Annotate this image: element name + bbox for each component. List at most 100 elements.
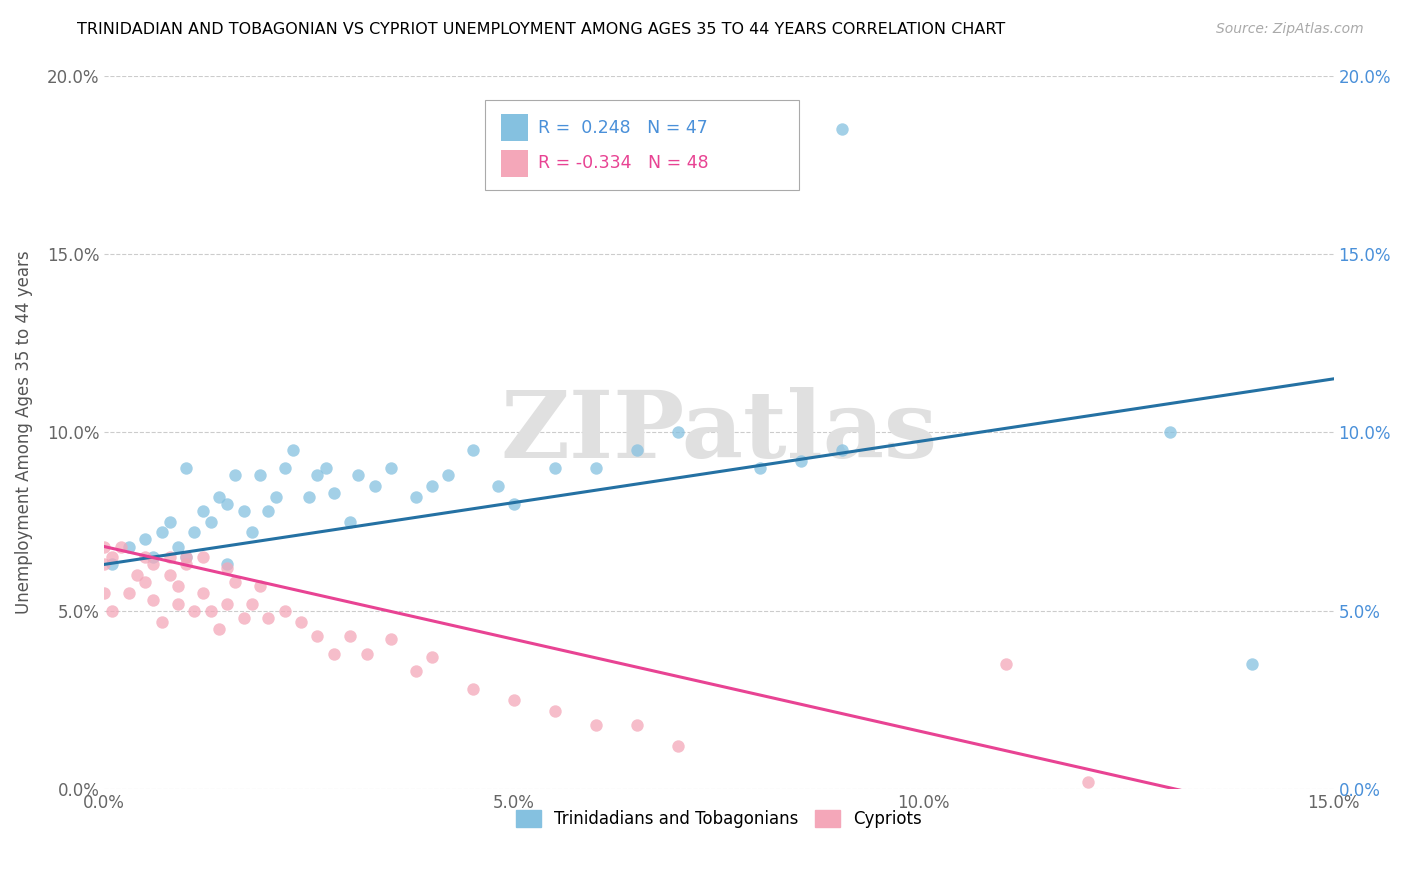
Point — [217, 597, 239, 611]
Point — [200, 604, 222, 618]
Point — [339, 515, 361, 529]
Point — [666, 425, 689, 440]
Point — [585, 718, 607, 732]
Text: ZIPatlas: ZIPatlas — [501, 387, 938, 477]
Point — [831, 122, 853, 136]
Point — [240, 597, 263, 611]
Point — [224, 575, 246, 590]
Point — [380, 632, 402, 647]
Point — [183, 604, 205, 618]
Point — [125, 568, 148, 582]
Point — [298, 490, 321, 504]
Point — [273, 461, 295, 475]
Point — [356, 647, 378, 661]
Point — [167, 540, 190, 554]
Point — [174, 461, 197, 475]
Point — [217, 558, 239, 572]
Point — [461, 682, 484, 697]
Point — [101, 604, 124, 618]
Point — [217, 497, 239, 511]
Point — [150, 615, 173, 629]
Point — [200, 515, 222, 529]
Point — [585, 461, 607, 475]
Point — [93, 558, 115, 572]
Point — [174, 550, 197, 565]
Point — [110, 540, 132, 554]
Point — [322, 647, 344, 661]
Point — [831, 443, 853, 458]
Point — [159, 550, 181, 565]
Point — [461, 443, 484, 458]
Point — [249, 468, 271, 483]
Text: Source: ZipAtlas.com: Source: ZipAtlas.com — [1216, 22, 1364, 37]
Point — [191, 504, 214, 518]
Point — [101, 558, 124, 572]
Point — [307, 629, 329, 643]
Point — [322, 486, 344, 500]
Point — [240, 525, 263, 540]
Point — [486, 479, 509, 493]
Point — [364, 479, 387, 493]
Point — [437, 468, 460, 483]
Point — [748, 461, 770, 475]
Point — [217, 561, 239, 575]
Point — [167, 579, 190, 593]
Point — [339, 629, 361, 643]
Point — [167, 597, 190, 611]
Point — [1240, 657, 1263, 672]
FancyBboxPatch shape — [485, 101, 799, 190]
Point — [307, 468, 329, 483]
Point — [174, 550, 197, 565]
Point — [315, 461, 337, 475]
Point — [544, 461, 567, 475]
Point — [134, 575, 156, 590]
Point — [420, 650, 443, 665]
Point — [174, 558, 197, 572]
Text: R =  0.248   N = 47: R = 0.248 N = 47 — [538, 119, 709, 136]
Point — [232, 504, 254, 518]
Point — [183, 525, 205, 540]
Point — [405, 665, 427, 679]
Point — [347, 468, 370, 483]
Point — [249, 579, 271, 593]
Y-axis label: Unemployment Among Ages 35 to 44 years: Unemployment Among Ages 35 to 44 years — [15, 251, 32, 615]
Point — [1159, 425, 1181, 440]
FancyBboxPatch shape — [502, 114, 529, 141]
Point — [150, 525, 173, 540]
Text: R = -0.334   N = 48: R = -0.334 N = 48 — [538, 154, 709, 172]
Point — [257, 504, 280, 518]
Point — [626, 443, 648, 458]
Point — [1077, 775, 1099, 789]
Point — [994, 657, 1017, 672]
Point — [420, 479, 443, 493]
Point — [142, 558, 165, 572]
Point — [273, 604, 295, 618]
Point — [257, 611, 280, 625]
Point — [142, 593, 165, 607]
Point — [790, 454, 813, 468]
Point — [266, 490, 288, 504]
Point — [93, 586, 115, 600]
Point — [290, 615, 312, 629]
Point — [281, 443, 304, 458]
Point — [159, 515, 181, 529]
Point — [134, 550, 156, 565]
Point — [142, 550, 165, 565]
Point — [101, 550, 124, 565]
Point — [405, 490, 427, 504]
Point — [208, 490, 231, 504]
Point — [93, 540, 115, 554]
Point — [544, 704, 567, 718]
Point — [208, 622, 231, 636]
Point — [134, 533, 156, 547]
Point — [232, 611, 254, 625]
Legend: Trinidadians and Tobagonians, Cypriots: Trinidadians and Tobagonians, Cypriots — [509, 803, 929, 834]
Point — [503, 497, 526, 511]
Point — [626, 718, 648, 732]
FancyBboxPatch shape — [502, 150, 529, 177]
Point — [503, 693, 526, 707]
Point — [191, 586, 214, 600]
Point — [118, 540, 141, 554]
Text: TRINIDADIAN AND TOBAGONIAN VS CYPRIOT UNEMPLOYMENT AMONG AGES 35 TO 44 YEARS COR: TRINIDADIAN AND TOBAGONIAN VS CYPRIOT UN… — [77, 22, 1005, 37]
Point — [159, 568, 181, 582]
